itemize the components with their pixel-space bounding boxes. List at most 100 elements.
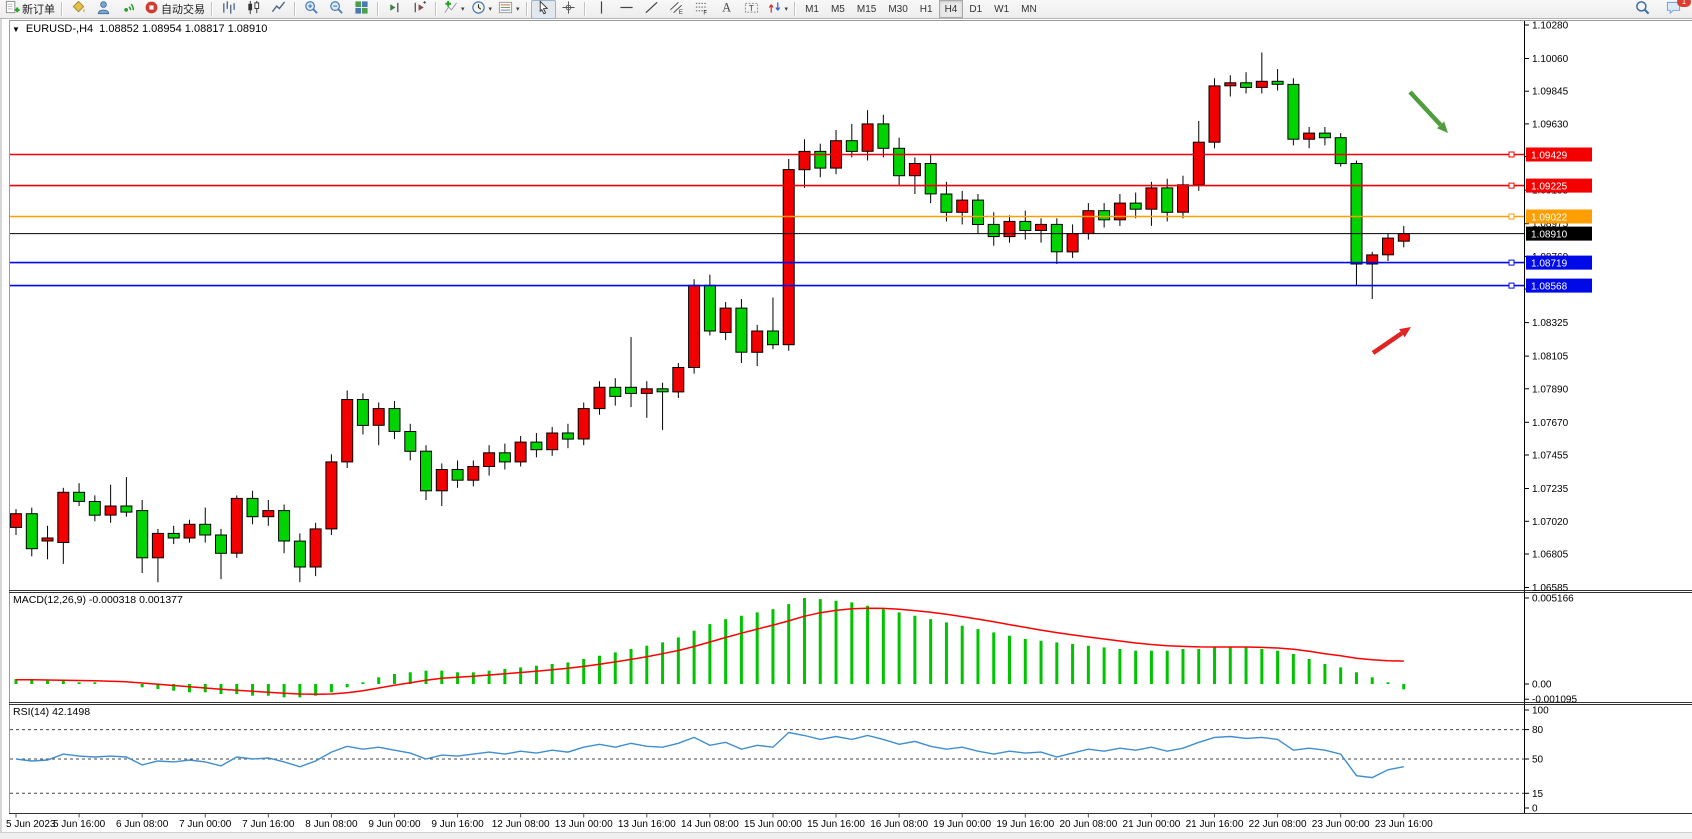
svg-text:0.00: 0.00 [1532,680,1552,691]
svg-text:A: A [722,1,731,15]
svg-text:9 Jun 00:00: 9 Jun 00:00 [368,819,421,830]
svg-text:1.07890: 1.07890 [1532,384,1569,395]
svg-text:13 Jun 00:00: 13 Jun 00:00 [555,819,613,830]
svg-text:9 Jun 16:00: 9 Jun 16:00 [431,819,484,830]
chart-window: 1.102801.100601.098451.096301.094151.091… [0,19,1692,832]
styles-button[interactable] [66,0,91,19]
search-button[interactable] [1630,0,1655,19]
signal-icon [121,0,136,18]
cursor-button[interactable] [530,0,556,19]
crosshair-button[interactable] [556,0,581,19]
toolbar-separator [294,2,296,16]
zoom-in-button[interactable] [299,0,324,19]
svg-text:1.08568: 1.08568 [1531,281,1568,292]
vertical-line-button[interactable] [589,0,614,19]
template-icon [498,0,513,18]
tf-button-H4[interactable]: H4 [938,0,964,18]
profile-icon [96,0,111,18]
toolbar: 新订单 自动交易 ▾ ▾ ▾ E F A T ▾ M1 M5 M15 M30 H1 H4 D1 W1 MN 1 [0,0,1692,19]
svg-text:F: F [703,10,707,15]
arrows-icon [767,0,782,18]
tf-button-W1[interactable]: W1 [994,3,1010,15]
auto-scroll-icon [387,0,402,18]
chart-shift-icon [412,0,427,18]
equidistant-channel-button[interactable]: E [664,0,689,19]
periods-button[interactable]: ▾ [468,0,496,19]
indicators-button[interactable]: ▾ [440,0,468,19]
toolbar-separator [794,2,797,16]
tf-button-D1[interactable]: D1 [969,3,983,15]
toolbar-separator [525,2,528,16]
chart-shift-button[interactable] [407,0,432,19]
chevron-down-icon: ▾ [461,6,465,13]
cursor-icon [536,0,551,18]
templates-button[interactable]: ▾ [495,0,523,19]
svg-text:1.07020: 1.07020 [1532,517,1569,528]
profile-button[interactable] [91,0,116,19]
fibo-icon: F [694,0,709,18]
auto-scroll-button[interactable] [382,0,407,19]
svg-text:1.07455: 1.07455 [1532,451,1569,462]
svg-text:80: 80 [1532,725,1544,736]
tf-button-M30[interactable]: M30 [888,3,908,15]
arrows-tool-button[interactable]: ▾ [764,0,792,19]
price-chart[interactable]: 1.102801.100601.098451.096301.094151.091… [2,19,1692,837]
chat-button[interactable]: 1 [1661,0,1691,19]
tf-button-M1[interactable]: M1 [805,3,819,15]
price-lines-layer[interactable]: 1.09429 1.09225 1.09022 1.08719 1.08568 1.089… [10,147,1592,293]
tf-button-M5[interactable]: M5 [830,3,845,15]
rsi-indicator-label: RSI(14) 42.1498 [13,706,91,718]
chart-ohlc-readout: 1.08852 1.08954 1.08817 1.08910 [99,23,268,35]
zoom-in-icon [304,0,319,18]
price-axis[interactable]: 1.102801.100601.098451.096301.094151.091… [1524,21,1569,595]
vline-icon [594,0,609,18]
autotrading-icon [144,0,159,18]
bar-chart-button[interactable] [216,0,241,19]
svg-text:1.07670: 1.07670 [1532,418,1569,429]
svg-text:19 Jun 16:00: 19 Jun 16:00 [996,819,1054,830]
autotrading-button[interactable]: 自动交易 [141,0,208,19]
svg-text:1.09630: 1.09630 [1532,119,1569,130]
new-order-button[interactable]: 新订单 [2,0,58,19]
text-button[interactable]: A [714,0,739,19]
new-order-button-label: 新订单 [22,4,55,16]
zoom-out-button[interactable] [324,0,349,19]
panel-frame [9,20,1692,814]
search-icon [1635,0,1650,18]
svg-text:14 Jun 08:00: 14 Jun 08:00 [681,819,739,830]
candlestick-chart-button[interactable] [241,0,266,19]
signals-button[interactable] [116,0,141,19]
svg-text:21 Jun 16:00: 21 Jun 16:00 [1186,819,1244,830]
annotations-layer[interactable] [1371,90,1448,355]
svg-text:7 Jun 00:00: 7 Jun 00:00 [179,819,232,830]
svg-text:7 Jun 16:00: 7 Jun 16:00 [242,819,295,830]
candles-layer [10,52,1410,583]
svg-text:15 Jun 16:00: 15 Jun 16:00 [807,819,865,830]
clock-icon [471,0,486,18]
toolbar-right: 1 [1630,0,1691,19]
trendline-button[interactable] [639,0,664,19]
svg-text:1.08975: 1.08975 [1532,219,1569,230]
rsi-panel: 100 80 50 15 0 [10,706,1549,815]
fibonacci-button[interactable]: F [689,0,714,19]
tile-windows-button[interactable] [349,0,374,19]
tf-button-M15[interactable]: M15 [856,3,877,15]
svg-text:1.10060: 1.10060 [1532,54,1569,65]
text-label-button[interactable]: T [739,0,764,19]
chart-menu-toggle-icon[interactable]: ▼ [12,24,20,34]
svg-text:1.06585: 1.06585 [1532,583,1569,594]
autotrading-button-label: 自动交易 [161,4,205,16]
svg-text:19 Jun 00:00: 19 Jun 00:00 [933,819,991,830]
svg-text:1.09022: 1.09022 [1531,212,1568,223]
svg-text:23 Jun 00:00: 23 Jun 00:00 [1312,819,1370,830]
trendline-icon [644,0,659,18]
channel-icon: E [669,0,684,18]
svg-text:16 Jun 08:00: 16 Jun 08:00 [870,819,928,830]
line-chart-button[interactable] [266,0,291,19]
tf-button-H1[interactable]: H1 [919,3,933,15]
horizontal-line-button[interactable] [614,0,639,19]
tf-button-MN[interactable]: MN [1021,3,1037,15]
svg-text:0.005166: 0.005166 [1532,594,1574,605]
